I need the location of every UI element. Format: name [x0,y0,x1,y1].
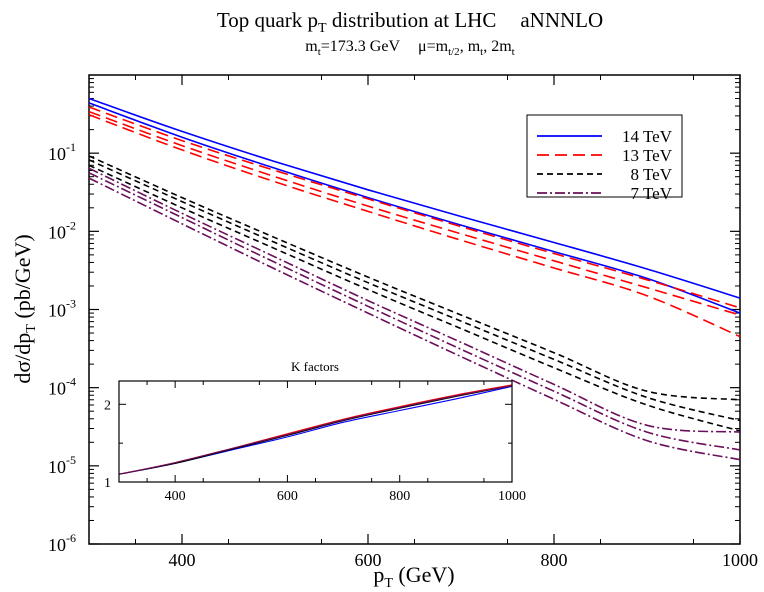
series-line-14-tev-2 [88,102,741,314]
legend-label-14-tev: 14 TeV [622,127,673,146]
legend-label-13-tev: 13 TeV [622,146,673,165]
y-tick-label: 10-5 [48,453,76,477]
y-axis-label: dσ/dpT (pb/GeV) [10,234,39,383]
series-line-14-tev-1 [88,97,741,299]
series-line-8-tev-1 [88,155,741,401]
inset-line-7-tev [118,385,513,475]
series-line-13-tev-1 [88,106,741,309]
x-tick-label: 400 [169,550,196,570]
main-ticks: 400 600 800 1000 10-6 10-5 10-4 10-3 10-2 10-1 [48,75,758,570]
legend-box [526,114,683,198]
series-line-8-tev-2 [88,159,741,422]
inset-x-tick-label: 400 [165,489,186,504]
chart-title: Top quark pT distribution at LHC aNNNLO [217,8,603,36]
inset-x-tick-label: 1000 [498,489,526,504]
x-axis-label: pT (GeV) [373,562,454,591]
inset-x-tick-label: 600 [277,489,298,504]
inset-chart: K factors 400 600 800 1000 1 2 [104,359,526,504]
series-line-13-tev-3 [88,114,741,338]
main-series [88,97,741,461]
y-tick-label: 10-4 [48,375,76,399]
y-tick-label: 10-2 [48,218,76,242]
y-tick-label: 10-1 [48,140,76,164]
inset-series [118,384,513,475]
x-tick-label: 1000 [722,550,758,570]
inset-x-tick-label: 800 [389,489,410,504]
legend-label-8-tev: 8 TeV [631,165,673,184]
y-tick-label: 10-3 [48,297,76,321]
series-line-7-tev-1 [88,167,741,433]
y-tick-label: 10-6 [48,531,76,555]
legend-label-7-tev: 7 TeV [631,184,673,203]
inset-ticks: 400 600 800 1000 1 2 [104,381,526,504]
series-line-7-tev-3 [88,177,741,461]
inset-line-8-tev [118,385,513,475]
x-tick-label: 800 [541,550,568,570]
inset-y-tick-label: 1 [104,476,111,491]
x-tick-label: 600 [355,550,382,570]
inset-y-tick-label: 2 [104,398,111,413]
series-line-7-tev-2 [88,172,741,451]
chart-subtitle: mt=173.3 GeV μ=mt/2, mt, 2mt [305,38,514,58]
series-line-13-tev-2 [88,110,741,316]
inset-title: K factors [291,359,339,374]
series-line-8-tev-3 [88,164,741,432]
